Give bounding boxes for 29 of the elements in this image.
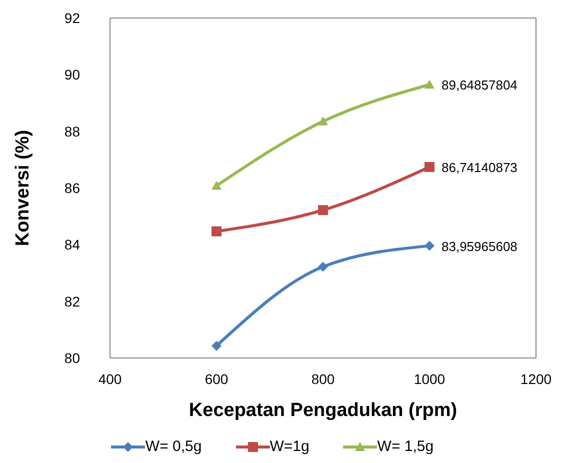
x-tick-label: 1200 <box>520 370 552 387</box>
point <box>424 240 434 251</box>
legend-label: W=1g <box>270 438 310 455</box>
y-tick-label: 84 <box>64 236 80 253</box>
y-tick-label: 90 <box>64 66 80 83</box>
legend-label: W= 0,5g <box>145 438 202 455</box>
x-tick-label: 400 <box>98 370 122 387</box>
y-axis-title: Konversi (%) <box>12 130 34 246</box>
point <box>212 180 222 190</box>
point <box>318 205 328 216</box>
x-tick-label: 600 <box>204 370 228 387</box>
data-label: 83,95965608 <box>442 238 518 254</box>
data-label: 89,64857804 <box>442 78 518 93</box>
y-tick-label: 80 <box>64 350 80 366</box>
point <box>424 162 434 172</box>
y-tick-label: 92 <box>64 10 80 26</box>
point <box>212 340 222 351</box>
point <box>212 226 222 236</box>
y-tick-label: 86 <box>64 180 80 196</box>
y-tick-label: 82 <box>64 293 80 310</box>
data-label: 86,74140873 <box>442 160 518 175</box>
x-axis-title: Kecepatan Pengadukan (rpm) <box>188 400 458 421</box>
y-tick-label: 88 <box>64 123 80 140</box>
point <box>318 262 328 272</box>
point <box>318 116 328 126</box>
x-tick-label: 800 <box>311 370 335 387</box>
point <box>424 80 434 89</box>
x-tick-label: 1000 <box>414 370 446 387</box>
legend-label: W= 1,5g <box>377 438 434 455</box>
